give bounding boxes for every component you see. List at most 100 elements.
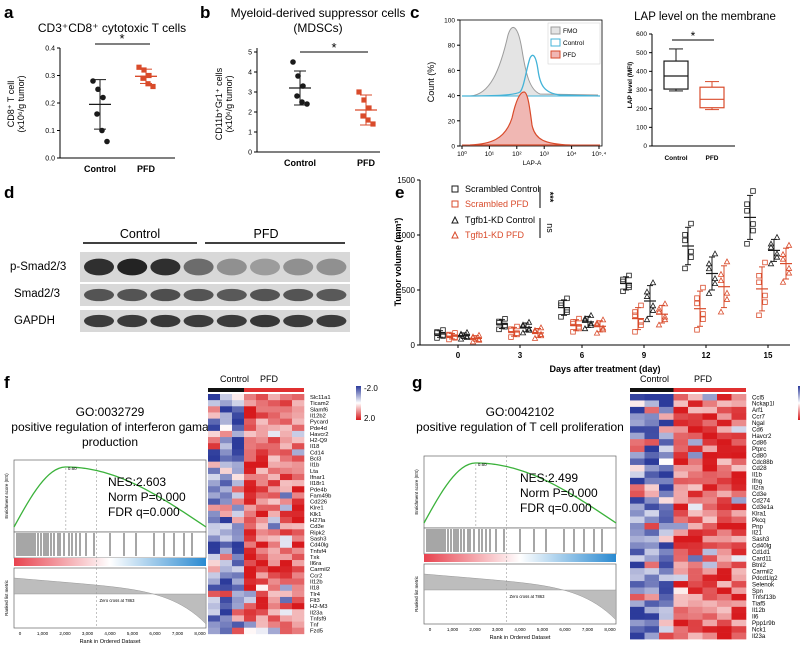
heat-cell: [232, 529, 245, 536]
heat-cell: [256, 553, 269, 561]
gene-label: H2-Q9: [310, 438, 327, 444]
gene-label: Cd274: [752, 497, 771, 504]
heat-cell: [688, 477, 703, 485]
heat-cell: [717, 626, 732, 633]
heat-cell: [280, 449, 293, 456]
heat-cell: [702, 394, 718, 401]
heat-cell: [280, 418, 293, 426]
heat-cell: [256, 609, 269, 616]
heat-cell: [717, 432, 732, 440]
histogram-pfd: [469, 91, 571, 146]
blot-band: [150, 314, 181, 328]
es-peak-label: 0.60: [68, 466, 77, 471]
data-point: [475, 331, 483, 338]
heat-cell: [292, 430, 305, 438]
data-point: [655, 321, 663, 328]
heat-cell: [688, 587, 703, 595]
ytick-label: 20: [448, 118, 456, 125]
heat-cell: [731, 516, 747, 524]
heat-cell: [644, 452, 660, 459]
gene-label: Il18: [310, 444, 319, 450]
gene-label: Il6ra: [310, 561, 322, 567]
heat-cell: [244, 541, 257, 549]
heat-cell: [256, 590, 269, 598]
data-point: [762, 259, 768, 266]
panel-letter-a: a: [4, 3, 14, 22]
heat-cell: [268, 609, 281, 616]
gsea-xtick: 2,000: [59, 631, 71, 636]
blot-row-label-smad: Smad2/3: [14, 288, 60, 300]
gene-label: Nckap1l: [752, 401, 774, 408]
gene-label: Txk: [310, 555, 319, 561]
heat-cell: [673, 600, 689, 608]
gsea-xtick: 0: [19, 631, 22, 636]
panel-g: g GO:0042102 positive regulation of T ce…: [412, 373, 800, 641]
panel-a: a CD3⁺CD8⁺ cytotoxic T cells CD8⁺ T cell…: [4, 3, 186, 174]
heat-cell: [673, 523, 689, 530]
heat-cell: [688, 535, 703, 543]
panel-c-xlabel: LAP-A: [523, 160, 542, 167]
data-point: [779, 255, 787, 262]
heat-cell: [644, 490, 660, 498]
heat-cell: [717, 593, 732, 601]
data-point-pfd: [140, 75, 146, 81]
data-point: [643, 292, 651, 299]
heat-cell: [673, 548, 689, 556]
heat-cell: [244, 627, 257, 635]
panel-a-ylabel-line1: CD8⁺ T cell: [6, 81, 16, 127]
heat-cell: [644, 406, 660, 414]
panel-a-ticks: 0.0 0.1 0.2 0.3 0.4: [45, 46, 60, 163]
heat-cell: [208, 486, 221, 493]
heat-cell: [702, 574, 718, 582]
heat-cell: [256, 461, 269, 469]
heat-cell: [731, 477, 747, 485]
heat-cell: [644, 593, 660, 601]
heat-cell: [268, 603, 281, 610]
heat-cell: [268, 455, 281, 462]
legend-pfd: PFD: [563, 52, 576, 59]
heat-cell: [688, 413, 703, 421]
heat-cell: [731, 471, 747, 479]
heat-cell: [220, 449, 233, 456]
heat-cell: [292, 517, 305, 524]
data-point-pfd: [365, 117, 371, 123]
gsea-xlabel: Rank in Ordered Dataset: [490, 635, 551, 641]
heat-cell: [232, 455, 245, 462]
ytick-label: 0: [411, 341, 416, 350]
heat-cell: [717, 445, 732, 453]
gene-label: Ppp1r9b: [752, 620, 776, 627]
heat-cell: [244, 449, 257, 456]
heat-cell: [232, 523, 245, 530]
panel-a-ylabel-line2: (x10⁶/g tumor): [16, 75, 26, 132]
heat-cell: [268, 541, 281, 549]
gene-label: Il1b: [310, 463, 319, 469]
heat-cell: [688, 503, 703, 511]
data-point: [705, 260, 713, 267]
gene-label: Slamf6: [310, 407, 328, 413]
heat-cell: [208, 430, 221, 438]
gene-label: Pdcd1lg2: [752, 575, 778, 582]
gene-label: Cd14: [310, 450, 325, 456]
panel-e-sig-bottom: ns: [545, 223, 555, 233]
heat-cell: [644, 413, 660, 421]
gene-label: Nck1: [752, 626, 767, 633]
heat-cell: [220, 590, 233, 598]
data-point: [599, 316, 607, 323]
heat-cell: [208, 449, 221, 456]
heat-cell: [702, 445, 718, 453]
heat-cell: [256, 584, 269, 592]
heat-cell: [220, 412, 233, 419]
data-point-control: [95, 86, 101, 93]
heat-cell: [717, 484, 732, 492]
heat-cell: [673, 432, 689, 440]
data-point: [700, 316, 706, 322]
heat-cell: [731, 413, 747, 421]
gene-label: Klk1: [310, 512, 321, 518]
heat-cell: [659, 529, 674, 537]
heat-cell: [256, 498, 269, 505]
gene-label: Il18r1: [310, 481, 325, 487]
heat-cell: [292, 547, 305, 555]
rank-colorbar: [424, 554, 616, 562]
heat-cell: [659, 523, 674, 530]
data-point: [531, 334, 539, 341]
